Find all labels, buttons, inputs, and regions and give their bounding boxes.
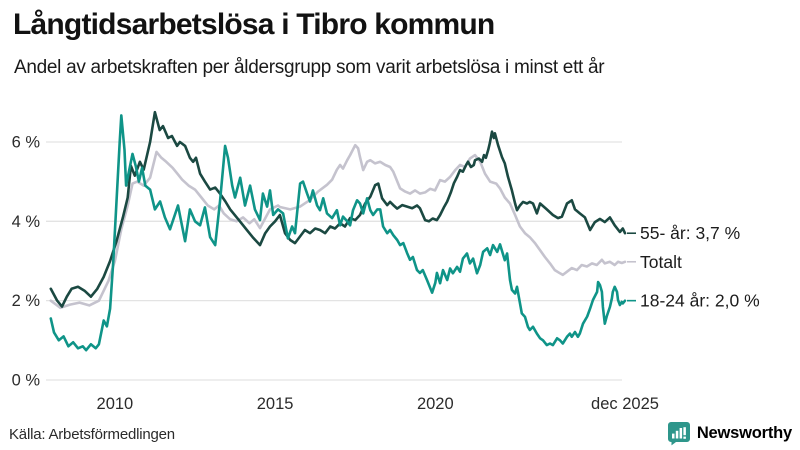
series-line-18-24-ar bbox=[49, 114, 627, 352]
page-subtitle: Andel av arbetskraften per åldersgrupp s… bbox=[14, 57, 605, 78]
source-note: Källa: Arbetsförmedlingen bbox=[9, 426, 175, 443]
y-tick-label: 2 % bbox=[12, 292, 41, 310]
y-tick-label: 0 % bbox=[12, 372, 41, 390]
y-tick-label: 6 % bbox=[12, 133, 41, 151]
series-line-totalt bbox=[49, 143, 627, 310]
series-end-label-totalt: Totalt bbox=[640, 252, 682, 272]
y-tick-label: 4 % bbox=[12, 213, 41, 231]
series-end-label-55-ar: 55- år: 3,7 % bbox=[640, 223, 740, 243]
page-title: Långtidsarbetslösa i Tibro kommun bbox=[13, 8, 495, 41]
x-tick-label: 2010 bbox=[97, 395, 134, 413]
series-end-label-18-24-ar: 18-24 år: 2,0 % bbox=[640, 291, 760, 311]
bar-chart-bubble-icon bbox=[667, 421, 690, 445]
x-tick-label: 2015 bbox=[257, 395, 294, 413]
series-line-55-ar bbox=[49, 110, 627, 308]
brand-logo: Newsworthy bbox=[667, 420, 792, 446]
x-tick-label: 2020 bbox=[417, 395, 454, 413]
brand-name: Newsworthy bbox=[696, 423, 792, 442]
x-tick-label: dec 2025 bbox=[591, 395, 659, 413]
